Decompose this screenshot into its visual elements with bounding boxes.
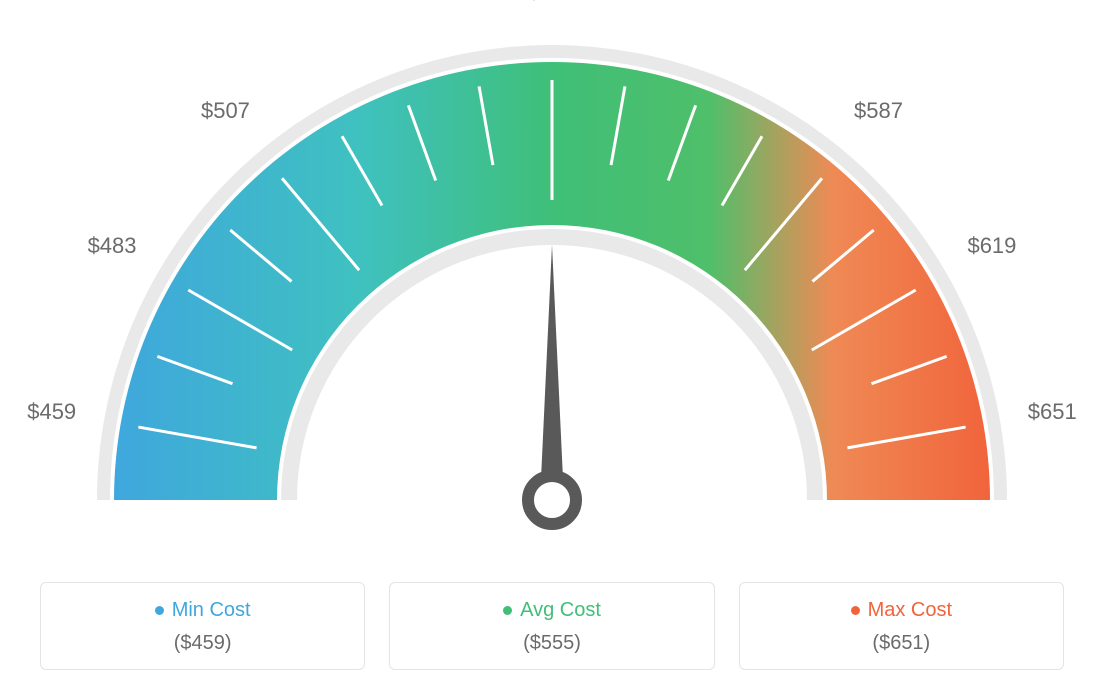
legend-max-value: ($651) <box>740 632 1063 655</box>
legend-avg-title: Avg Cost <box>503 599 601 622</box>
gauge-area: $459 $483 $507 $555 $587 $619 $651 <box>0 0 1104 560</box>
legend-min-box: Min Cost ($459) <box>40 582 365 670</box>
legend-min-title: Min Cost <box>155 599 251 622</box>
dot-icon <box>851 606 860 615</box>
legend-min-value: ($459) <box>41 632 364 655</box>
gauge-tick-label: $507 <box>201 98 250 124</box>
dot-icon <box>155 606 164 615</box>
gauge-tick-label: $555 <box>528 0 577 5</box>
gauge-tick-label: $459 <box>27 399 76 425</box>
gauge-tick-label: $619 <box>967 233 1016 259</box>
gauge-svg <box>0 0 1104 560</box>
dot-icon <box>503 606 512 615</box>
legend-min-label: Min Cost <box>172 599 251 622</box>
legend-avg-value: ($555) <box>390 632 713 655</box>
legend-max-box: Max Cost ($651) <box>739 582 1064 670</box>
legend-avg-box: Avg Cost ($555) <box>389 582 714 670</box>
legend: Min Cost ($459) Avg Cost ($555) Max Cost… <box>40 582 1064 670</box>
gauge-tick-label: $587 <box>854 98 903 124</box>
gauge-needle-hub <box>528 476 576 524</box>
gauge-tick-label: $483 <box>88 233 137 259</box>
legend-max-title: Max Cost <box>851 599 952 622</box>
legend-avg-label: Avg Cost <box>520 599 601 622</box>
legend-max-label: Max Cost <box>868 599 952 622</box>
cost-gauge-chart: $459 $483 $507 $555 $587 $619 $651 Min Cost ($… <box>0 0 1104 690</box>
gauge-needle <box>540 245 564 500</box>
gauge-tick-label: $651 <box>1028 399 1077 425</box>
